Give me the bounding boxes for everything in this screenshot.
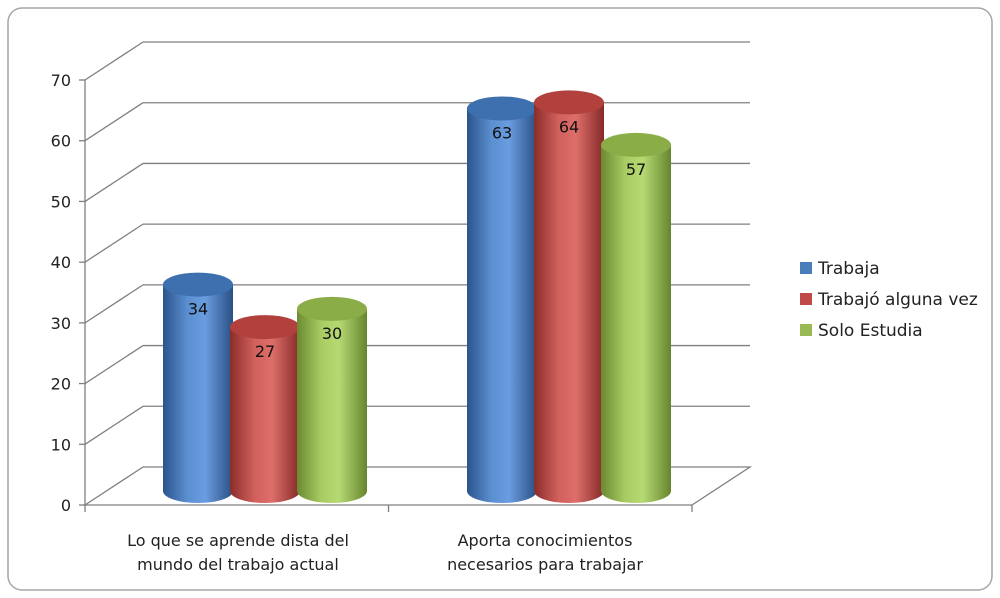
data-label: 57 (626, 160, 646, 179)
y-tick-label: 0 (61, 496, 71, 515)
gridline-side (84, 41, 144, 81)
data-label: 27 (255, 342, 275, 361)
bar (534, 90, 604, 503)
category-label: Lo que se aprende dista del mundo del tra… (127, 531, 349, 574)
data-label: 63 (492, 124, 512, 143)
gridline-side (84, 223, 144, 263)
data-label: 64 (559, 117, 579, 136)
y-axis: 0 10 20 30 40 50 60 70 (51, 71, 693, 515)
y-tick-label: 10 (51, 435, 71, 454)
gridline-side (84, 102, 144, 142)
floor-plane (82, 466, 753, 506)
legend-label: Solo Estudia (818, 321, 923, 341)
y-tick-label: 30 (51, 314, 71, 333)
legend-swatch (800, 293, 812, 305)
legend-label: Trabaja (817, 259, 880, 279)
gridline-side (84, 345, 144, 385)
legend-label: Trabajó alguna vez (817, 290, 978, 310)
y-tick-label: 60 (51, 132, 71, 151)
legend-swatch (800, 324, 812, 336)
legend-swatch (800, 262, 812, 274)
y-tick-label: 20 (51, 375, 71, 394)
y-tick-label: 40 (51, 253, 71, 272)
gridline-side (84, 405, 144, 445)
bar (163, 272, 233, 503)
legend: Trabaja Trabajó alguna vez Solo Estudia (800, 259, 978, 341)
y-tick-label: 50 (51, 192, 71, 211)
x-axis-categories: Lo que se aprende dista del mundo del tra… (127, 531, 643, 574)
data-label: 30 (322, 324, 342, 343)
bar (467, 96, 537, 503)
data-label: 34 (188, 300, 208, 319)
y-tick-label: 70 (51, 71, 71, 90)
category-label: Aporta conocimientos necesarios para trab… (447, 531, 643, 574)
data-labels: 34 27 30 63 64 57 (188, 117, 646, 361)
gridline-side (84, 162, 144, 202)
gridline-side (84, 284, 144, 324)
bar (601, 132, 671, 503)
bar (230, 315, 300, 503)
bar (297, 296, 367, 503)
bars (163, 90, 671, 503)
